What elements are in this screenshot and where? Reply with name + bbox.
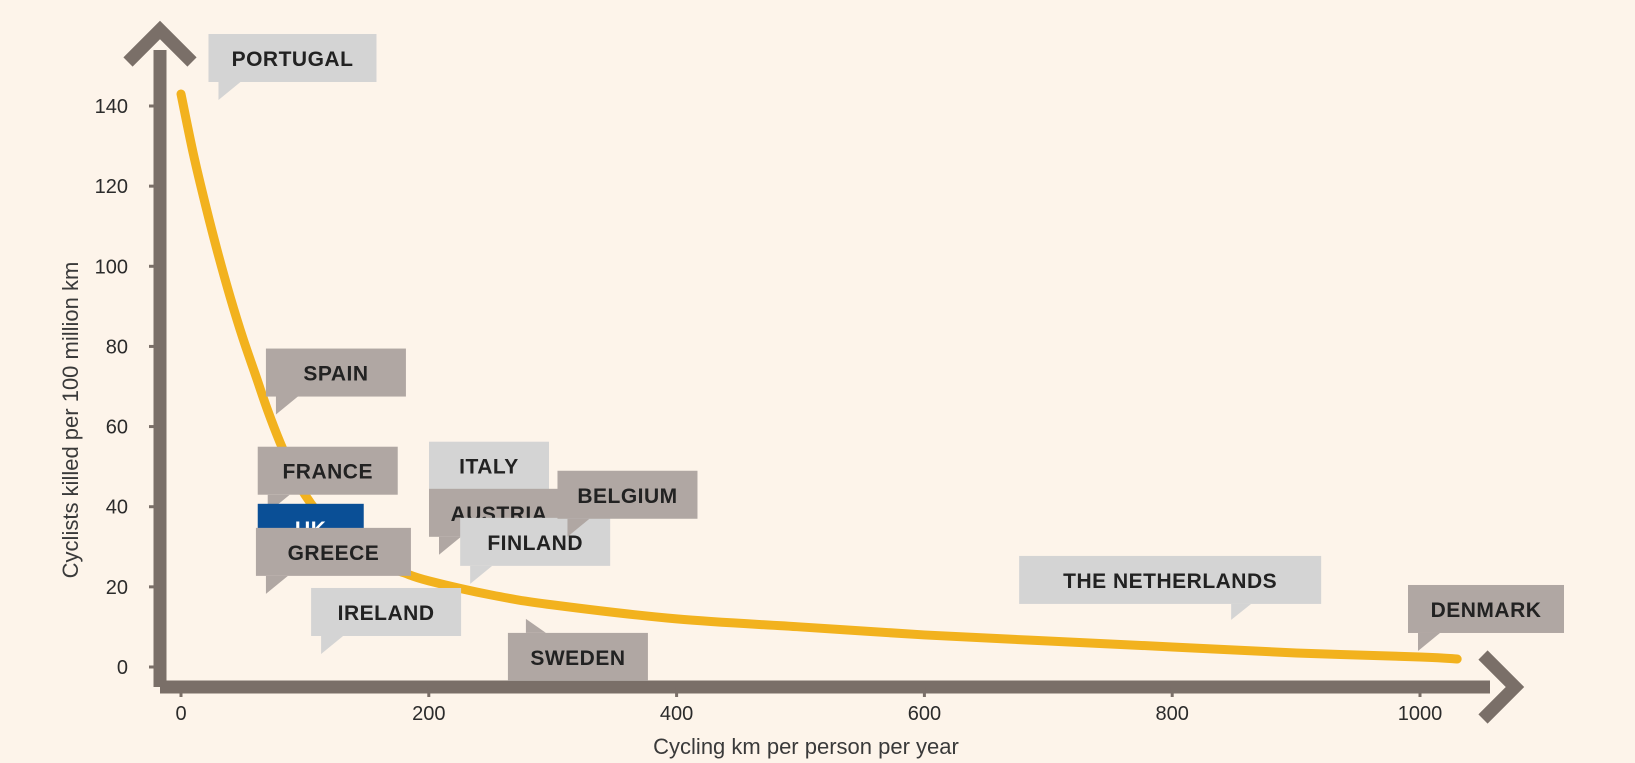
callout-label: BELGIUM [577,485,677,508]
callout-box [507,632,648,681]
x-tick-label: 800 [1156,703,1189,725]
y-tick-label: 80 [106,336,128,358]
callout-layer: PORTUGALSPAINFRANCEUKGREECEIRELANDITALYA… [208,34,1564,681]
y-axis-arrow [123,20,197,67]
callout-label: PORTUGAL [232,48,354,71]
x-axis-title: Cycling km per person per year [653,734,959,759]
callout-denmark: DENMARK [1408,584,1564,651]
y-tick-label: 60 [106,417,128,439]
y-tick-label: 40 [106,497,128,519]
x-tick-label: 600 [908,703,941,725]
callout-france: FRANCE [257,446,398,513]
y-tick-label: 100 [95,256,128,278]
callout-tail [265,575,288,594]
callout-tail [1231,603,1252,620]
callout-tail [321,635,344,654]
y-tick-label: 140 [95,96,128,118]
callout-label: SPAIN [303,363,368,386]
callout-tail [275,396,298,415]
callout-label: FRANCE [282,461,373,484]
callout-tail [438,536,461,555]
callout-tail [525,618,546,633]
callout-sweden: SWEDEN [507,618,648,681]
callout-box [265,348,406,397]
callout-box [460,517,611,566]
callout-label: IRELAND [338,602,435,625]
callout-box [311,587,462,636]
x-axis-arrow [1478,650,1525,724]
callout-box [257,446,398,495]
callout-label: GREECE [288,542,380,565]
callout-the-netherlands: THE NETHERLANDS [1019,555,1322,620]
callout-box [428,441,549,490]
y-axis-title: Cyclists killed per 100 million km [58,262,83,579]
callout-ireland: IRELAND [311,587,462,654]
callout-italy: ITALY [428,441,549,508]
y-tick-label: 120 [95,176,128,198]
x-tick-label: 200 [412,703,445,725]
y-tick-label: 0 [117,657,128,679]
callout-belgium: BELGIUM [557,470,698,537]
x-tick-label: 1000 [1398,703,1443,725]
callout-box [208,34,377,82]
callout-label: FINLAND [487,532,583,555]
callout-box [557,470,698,519]
callout-finland: FINLAND [460,517,611,584]
callout-tail [470,565,493,584]
callout-box [1408,584,1564,633]
callout-label: SWEDEN [530,647,625,670]
callout-label: ITALY [459,456,519,479]
x-tick-label: 400 [660,703,693,725]
callout-box [1019,555,1322,604]
callout-box [255,527,411,576]
callout-spain: SPAIN [265,348,406,415]
callout-tail [218,82,241,100]
axes: 0 20 40 60 80 100 120 140 0 200 400 600 800 1000 [95,20,1525,725]
callout-label: THE NETHERLANDS [1063,570,1277,593]
callout-greece: GREECE [255,527,411,594]
callout-tail [1418,632,1440,651]
callout-portugal: PORTUGAL [208,34,377,100]
callout-label: DENMARK [1431,599,1542,622]
callout-tail [567,518,590,537]
x-tick-label: 0 [175,703,186,725]
y-tick-label: 20 [106,577,128,599]
